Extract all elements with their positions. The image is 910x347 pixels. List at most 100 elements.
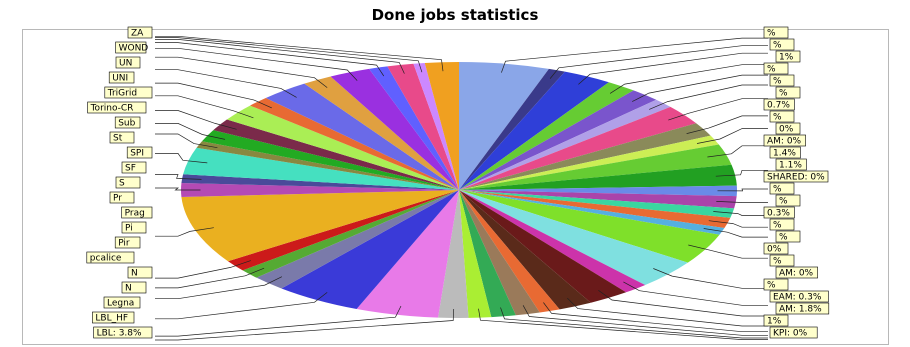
leader-line — [649, 84, 768, 110]
slice-label: SPI — [130, 149, 144, 159]
label-tag: pcalice — [86, 251, 135, 264]
leader-line — [155, 42, 385, 77]
slice-label: St — [113, 134, 123, 144]
slice-label: AM: 0% — [767, 137, 802, 147]
label-tag: Prag — [121, 206, 153, 219]
pie-slice — [459, 71, 609, 190]
slice-label: Pi — [125, 224, 133, 234]
leader-line — [703, 228, 768, 238]
label-tag: AM: 0% — [763, 134, 806, 147]
pie-slice — [459, 99, 671, 190]
leader-line — [686, 115, 768, 134]
label-box — [127, 26, 153, 39]
label-tag: SHARED: 0% — [763, 170, 829, 183]
pie-slice — [459, 144, 732, 190]
leader-line — [155, 35, 444, 72]
label-box — [769, 326, 818, 339]
leader-line — [707, 145, 768, 158]
label-tag: 1% — [775, 50, 801, 63]
label-box — [769, 146, 801, 159]
pie-slice — [459, 90, 657, 190]
pie-slice — [459, 190, 737, 209]
pie-slice — [459, 68, 565, 190]
leader-line — [155, 292, 328, 320]
pie-slice — [256, 190, 459, 289]
label-tag: EAM: 0.3% — [769, 290, 829, 303]
pie-slices — [181, 61, 738, 318]
leader-line — [155, 56, 328, 88]
label-tag: % — [763, 26, 789, 39]
leader-line — [578, 52, 768, 85]
pie-slice — [459, 190, 516, 318]
slice-label: % — [773, 77, 782, 87]
label-tag: 1% — [763, 314, 789, 327]
label-box — [127, 266, 153, 279]
label-box — [769, 254, 795, 267]
leader-line — [623, 281, 768, 306]
label-box — [103, 296, 141, 309]
label-tag: Torino-CR — [87, 101, 147, 114]
slice-label: % — [779, 89, 788, 99]
label-tag: 0% — [775, 122, 801, 135]
slice-label: 1.1% — [779, 161, 802, 171]
label-tag: UN — [115, 56, 141, 69]
label-box — [769, 290, 829, 303]
right-label-stack: %%1%%%%0.7%%0%AM: 0%1.4%1.1%SHARED: 0%%%… — [763, 26, 830, 339]
leader-line — [155, 69, 297, 98]
pie-slice — [181, 190, 460, 262]
slice-label: EAM: 0.3% — [773, 293, 822, 303]
label-tag: SF — [121, 161, 147, 174]
slice-label: pcalice — [90, 254, 122, 264]
label-box — [93, 326, 153, 339]
pie-slice — [183, 147, 459, 190]
pie-slice — [459, 135, 719, 190]
pie-slice — [242, 190, 459, 278]
label-box — [775, 158, 807, 171]
label-tag: 0% — [763, 242, 789, 255]
slice-label: SHARED: 0% — [767, 173, 825, 183]
pie-slice — [196, 141, 459, 190]
leader-line — [549, 45, 768, 79]
label-box — [769, 110, 795, 123]
label-tag: % — [763, 62, 789, 75]
label-tag: UNI — [108, 71, 135, 84]
label-box — [763, 314, 789, 327]
pie-slice — [181, 174, 460, 190]
slice-label: Legna — [107, 299, 134, 309]
pie-slice — [226, 105, 459, 190]
leader-line — [717, 188, 768, 192]
label-box — [769, 38, 795, 51]
label-tag: % — [769, 38, 795, 51]
slice-label: SF — [125, 164, 136, 174]
leader-line — [155, 308, 455, 341]
label-box — [115, 176, 141, 189]
label-box — [775, 194, 801, 207]
pie-slice — [459, 190, 731, 229]
pie-slice — [459, 190, 560, 313]
label-box — [763, 170, 829, 183]
label-tag: LBL_HF — [92, 311, 135, 324]
leader-line — [609, 64, 768, 94]
pie-slice — [459, 190, 646, 293]
label-box — [109, 131, 135, 144]
left-label-stack: ZA WOND UN UNI TriGrid Torino-CR Sub St SPI SFS Pr… — [86, 26, 153, 339]
label-tag: 1.4% — [769, 146, 801, 159]
leader-line — [543, 302, 768, 333]
label-box — [108, 71, 135, 84]
pie-slice — [281, 190, 459, 309]
label-box — [121, 281, 147, 294]
label-tag: AM: 1.8% — [775, 302, 830, 315]
pie-slice — [459, 62, 549, 190]
label-tag: 0.3% — [763, 206, 795, 219]
pie-slice — [459, 82, 634, 190]
slice-label: 0.3% — [767, 209, 790, 219]
label-box — [126, 146, 153, 159]
leader-line — [155, 305, 402, 337]
label-tag: % — [769, 254, 795, 267]
leader-line — [567, 297, 768, 327]
leader-line — [653, 268, 768, 289]
leader-line — [155, 47, 358, 81]
label-tag: N — [127, 266, 153, 279]
slice-label: % — [767, 65, 776, 75]
